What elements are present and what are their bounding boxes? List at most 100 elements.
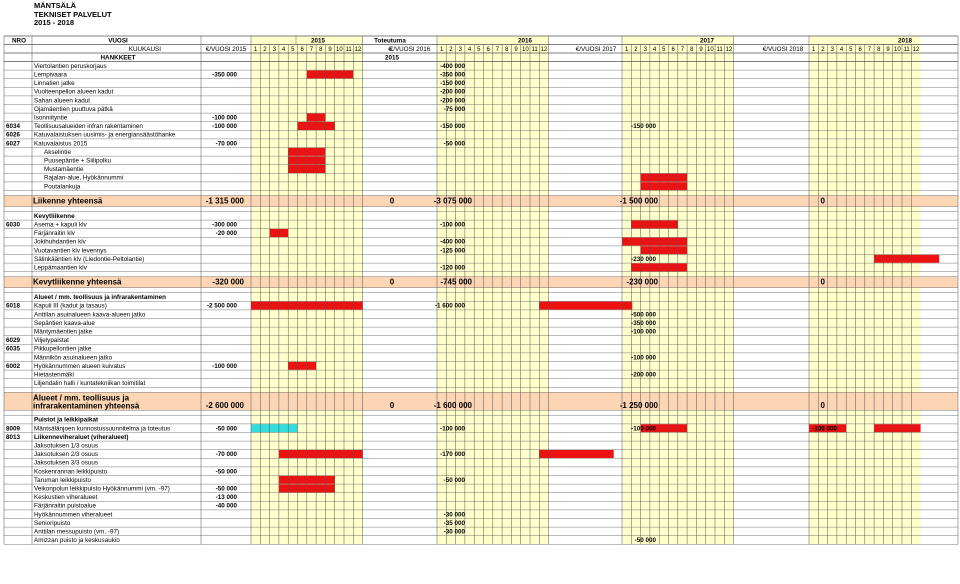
value-2015: -300 000: [212, 222, 237, 229]
value-2017: -100 000: [631, 425, 656, 432]
value-2017: -350 000: [631, 320, 656, 327]
row-project-name: Isonniityntie: [34, 115, 68, 122]
row-project-name: Sepäntien kaava-alue: [34, 320, 95, 327]
value-2016: -120 000: [440, 265, 465, 272]
header-month-label: 2: [634, 47, 638, 53]
header-month-label: 12: [726, 47, 733, 53]
value-2016: -400 000: [440, 239, 465, 246]
value-2015: -70 000: [216, 140, 238, 147]
value-2015: -100 000: [212, 115, 237, 122]
row-number: 6027: [6, 140, 21, 147]
value-2016: -150 000: [440, 123, 465, 130]
value-2015: -50 000: [216, 468, 238, 475]
row-project-name: Sälinkääntien klv (Liedontie-Peltolantie…: [34, 256, 144, 263]
value-2017: -150 000: [631, 123, 656, 130]
row-project-name: Keskustien viheralueet: [34, 494, 98, 501]
value-2016: -1 600 000: [434, 401, 473, 410]
value-2016: -745 000: [440, 278, 472, 287]
header-month-label: 4: [840, 47, 844, 53]
header-month-label: 5: [477, 47, 481, 53]
schedule-bar: [640, 173, 688, 182]
row-project-name: Vuotavantien klv levennys: [34, 247, 107, 254]
schedule-bar: [539, 301, 633, 310]
header-month-label: 1: [812, 47, 816, 53]
value-2015: -50 000: [216, 425, 238, 432]
header-month-label: 10: [336, 47, 343, 53]
value-2016: -350 000: [440, 72, 465, 79]
row-number: 6026: [6, 132, 21, 139]
schedule-bar: [622, 237, 688, 246]
header-month-label: 3: [459, 47, 463, 53]
header-2018: 2018: [898, 38, 913, 45]
value-2017: -1 250 000: [620, 401, 659, 410]
header-month-label: 5: [849, 47, 853, 53]
row-project-name: Viljelypalstat: [34, 337, 69, 344]
schedule-bar: [251, 424, 298, 433]
row-project-name: Mäntymäentien jatke: [34, 329, 93, 336]
value-2015: -1 315 000: [206, 197, 245, 206]
header-month-label: 8: [319, 47, 323, 53]
org-line: TEKNISET PALVELUT: [34, 9, 112, 19]
value-2015: -350 000: [212, 72, 237, 79]
row-project-name: Anttilan asuinalueen kaava-alueen jatko: [34, 311, 146, 318]
value-2016: -30 000: [444, 511, 466, 518]
value-2016: -3 075 000: [434, 197, 473, 206]
header-vuosi-2016: €/VUOSI 2016: [390, 46, 431, 53]
row-project-name: Asema + kapuli klv: [34, 222, 88, 229]
header-month-label: 5: [291, 47, 295, 53]
value-2017: -230 000: [626, 278, 658, 287]
row-number: 8013: [6, 434, 21, 441]
org-line: MÄNTSÄLÄ: [34, 1, 77, 10]
row-project-name: Viertolantien peruskorjaus: [34, 63, 107, 70]
row-project-name: Teollisuusalueiden infran rakentaminen: [34, 123, 143, 130]
header-kuukausi: KUUKAUSI: [129, 46, 161, 53]
row-project-name: Kapuli III (kadut ja tasaus): [34, 303, 107, 310]
header-month-label: 9: [514, 47, 518, 53]
header-month-label: 11: [904, 47, 911, 53]
header-nro: NRO: [12, 38, 26, 45]
schedule-bar: [631, 220, 678, 229]
value-2016: -150 000: [440, 80, 465, 87]
row-project-name: Ojamäentien puuttuva pätkä: [34, 106, 113, 113]
row-project-name: Färjänraitin puistoalue: [34, 503, 96, 510]
row-project-name: Anttilan messupuisto (vm. -97): [34, 529, 119, 536]
header-month-label: 8: [877, 47, 881, 53]
header-month-label: 11: [717, 47, 724, 53]
value-2017: -200 000: [631, 372, 656, 379]
value-2016: -100 000: [440, 222, 465, 229]
row-project-name: Jaksotuksen 3/3 osuus: [34, 460, 98, 467]
row-number: 6035: [6, 346, 21, 353]
row-project-name: Senioripuisto: [34, 520, 71, 527]
total-label: Liikenne yhteensä: [33, 197, 103, 206]
row-number: 6030: [6, 222, 21, 229]
header-month-label: 9: [886, 47, 890, 53]
row-project-name: Katuvalaistus 2015: [34, 140, 88, 147]
value-2015: -40 000: [216, 503, 238, 510]
header-month-label: 8: [505, 47, 509, 53]
header-month-label: 11: [532, 47, 539, 53]
header-month-label: 3: [831, 47, 835, 53]
header-month-label: 6: [671, 47, 675, 53]
header-vuosi-2017: €/VUOSI 2017: [576, 46, 617, 53]
header-2015: 2015: [311, 38, 326, 45]
total-label: infrarakentaminen yhteensä: [33, 401, 140, 410]
value-2017: -50 000: [635, 537, 657, 544]
value-2015: -100 000: [212, 123, 237, 130]
header-month-label: 1: [625, 47, 629, 53]
row-project-name: Sahan alueen kadut: [34, 97, 90, 104]
header-month-label: 2: [821, 47, 825, 53]
row-project-name: Poutalankuja: [44, 183, 81, 190]
header-month-label: 4: [282, 47, 286, 53]
header-month-label: 3: [273, 47, 277, 53]
schedule-bar: [306, 70, 354, 79]
header-month-label: 2: [263, 47, 267, 53]
value-2016: -400 000: [440, 63, 465, 70]
org-line: 2015 - 2018: [34, 18, 75, 27]
row-project-name: Jaksotuksen 1/3 osuus: [34, 443, 98, 450]
row-project-name: Linnatien jatke: [34, 80, 75, 87]
header-month-label: 7: [310, 47, 314, 53]
row-project-name: Alueet / mm. teollisuus ja infrarakentam…: [34, 294, 166, 301]
value-2017: -230 000: [631, 256, 656, 263]
row-project-name: Puusepäntie + Siilipolku: [44, 158, 112, 165]
